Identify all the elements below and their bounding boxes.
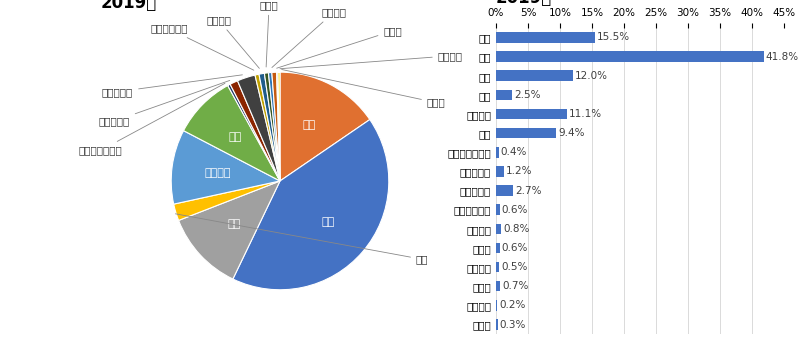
Bar: [496, 204, 500, 215]
Wedge shape: [171, 130, 280, 204]
Text: 0.3%: 0.3%: [500, 319, 526, 330]
Bar: [496, 300, 498, 311]
Text: ロシア: ロシア: [282, 70, 446, 108]
Wedge shape: [269, 72, 280, 181]
Text: スペイン: スペイン: [280, 51, 462, 69]
Bar: [496, 109, 567, 119]
Text: アメリカ: アメリカ: [204, 168, 230, 177]
Text: 中国: 中国: [303, 120, 316, 130]
Text: 9.4%: 9.4%: [558, 128, 585, 138]
Text: 香港: 香港: [175, 214, 429, 264]
Text: フィリピン: フィリピン: [98, 80, 230, 126]
Wedge shape: [255, 74, 280, 181]
Wedge shape: [277, 72, 280, 181]
Wedge shape: [280, 72, 370, 181]
Bar: [496, 70, 573, 81]
Wedge shape: [183, 86, 280, 181]
Text: 1.2%: 1.2%: [506, 166, 532, 176]
Text: インド: インド: [277, 26, 402, 68]
Bar: [496, 319, 498, 330]
Text: イギリス: イギリス: [206, 15, 259, 68]
Bar: [496, 243, 500, 253]
Wedge shape: [230, 81, 280, 181]
Wedge shape: [272, 72, 280, 181]
Text: 0.7%: 0.7%: [502, 281, 529, 291]
Wedge shape: [228, 84, 280, 181]
Wedge shape: [278, 72, 280, 181]
Text: 2.7%: 2.7%: [515, 185, 542, 196]
Text: 2019年: 2019年: [496, 0, 552, 7]
Bar: [496, 51, 763, 62]
Text: 台湾: 台湾: [227, 219, 240, 229]
Bar: [496, 147, 498, 158]
Text: タイ: タイ: [228, 132, 242, 142]
Text: フランス: フランス: [272, 7, 346, 68]
Text: 0.8%: 0.8%: [503, 224, 530, 234]
Text: 2019年: 2019年: [101, 0, 157, 12]
Text: マレーシア: マレーシア: [102, 75, 242, 97]
Text: 2.5%: 2.5%: [514, 90, 541, 100]
Bar: [496, 32, 595, 43]
Bar: [496, 166, 504, 177]
Wedge shape: [264, 73, 280, 181]
Bar: [496, 281, 501, 292]
Wedge shape: [238, 75, 280, 181]
Wedge shape: [178, 181, 280, 279]
Bar: [496, 89, 512, 100]
Bar: [496, 185, 514, 196]
Text: 0.6%: 0.6%: [502, 243, 528, 253]
Bar: [496, 128, 556, 139]
Text: 15.5%: 15.5%: [597, 32, 630, 42]
Wedge shape: [233, 120, 389, 290]
Text: カナダ: カナダ: [260, 0, 278, 67]
Text: 11.1%: 11.1%: [569, 109, 602, 119]
Text: 0.5%: 0.5%: [501, 262, 527, 272]
Bar: [496, 223, 501, 234]
Text: 0.6%: 0.6%: [502, 205, 528, 215]
Text: 韓国: 韓国: [322, 217, 334, 227]
Wedge shape: [259, 73, 280, 181]
Text: オーストラリア: オーストラリア: [78, 83, 225, 156]
Text: 0.2%: 0.2%: [499, 300, 526, 310]
Text: 41.8%: 41.8%: [766, 52, 798, 62]
Text: シンガポール: シンガポール: [150, 24, 254, 70]
Bar: [496, 262, 499, 272]
Wedge shape: [174, 181, 280, 220]
Text: 0.4%: 0.4%: [501, 147, 527, 157]
Text: 12.0%: 12.0%: [574, 71, 608, 81]
